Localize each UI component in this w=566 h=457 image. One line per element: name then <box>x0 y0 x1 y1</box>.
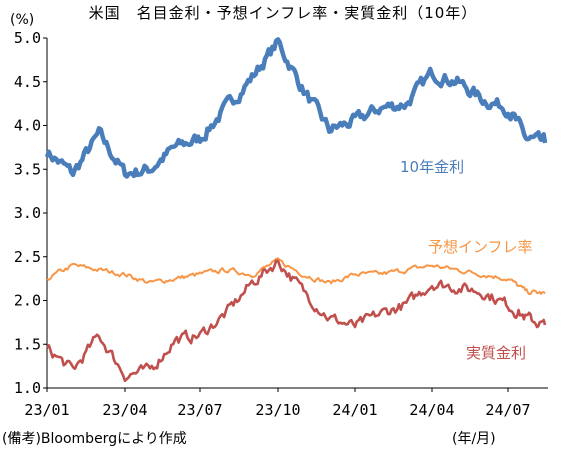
x-tick-label: 23/10 <box>255 401 300 419</box>
x-tick-label: 23/01 <box>24 401 69 419</box>
x-tick-label: 24/01 <box>332 401 377 419</box>
y-tick-label: 3.5 <box>14 160 41 178</box>
y-tick-label: 5.0 <box>14 29 41 47</box>
series-label: 10年金利 <box>400 158 464 176</box>
y-axis-unit: (%) <box>10 12 35 28</box>
y-tick-label: 4.5 <box>14 73 41 91</box>
chart-title: 米国 名目金利・予想インフレ率・実質金利（10年） <box>88 4 478 22</box>
x-axis-unit: (年/月) <box>452 431 496 447</box>
x-tick-label: 24/07 <box>485 401 530 419</box>
series-label: 予想インフレ率 <box>428 238 533 256</box>
series-line <box>45 259 547 383</box>
x-tick-label: 23/04 <box>102 401 147 419</box>
source-note: (備考)Bloombergにより作成 <box>2 431 187 447</box>
x-tick-label: 24/04 <box>409 401 454 419</box>
y-tick-label: 1.0 <box>14 379 41 397</box>
y-tick-label: 2.0 <box>14 292 41 310</box>
series-line <box>44 37 548 179</box>
y-tick-label: 4.0 <box>14 117 41 135</box>
x-tick-label: 23/07 <box>177 401 222 419</box>
y-tick-label: 1.5 <box>14 335 41 353</box>
series-label: 実質金利 <box>466 344 526 362</box>
y-tick-label: 3.0 <box>14 204 41 222</box>
y-tick-label: 2.5 <box>14 248 41 266</box>
series-line <box>46 257 546 295</box>
